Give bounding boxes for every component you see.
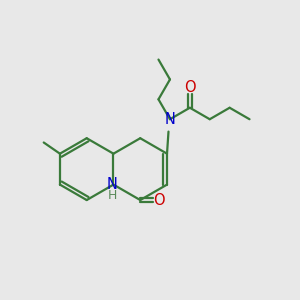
Text: O: O (153, 193, 164, 208)
Text: N: N (164, 112, 175, 127)
Text: O: O (184, 80, 196, 95)
Text: N: N (106, 176, 117, 191)
Text: H: H (107, 189, 117, 202)
